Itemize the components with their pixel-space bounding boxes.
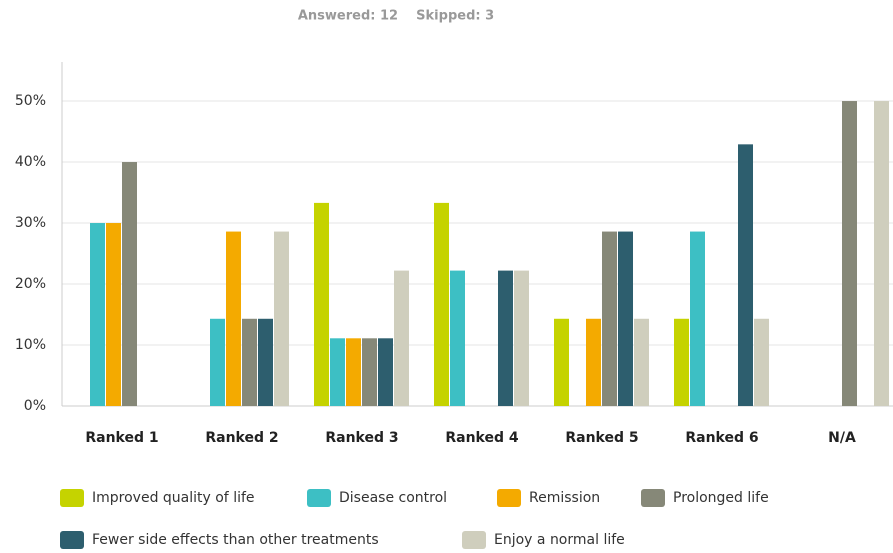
bar	[842, 101, 857, 406]
x-tick-label: Ranked 1	[85, 430, 158, 446]
bar	[90, 223, 105, 406]
bar	[330, 338, 345, 406]
bar	[586, 318, 601, 406]
bar	[874, 101, 889, 406]
bar	[554, 318, 569, 406]
bar	[362, 338, 377, 406]
bar	[690, 231, 705, 406]
bar	[346, 338, 361, 406]
y-tick-label: 30%	[15, 215, 46, 231]
bar	[258, 318, 273, 406]
bar	[314, 202, 329, 406]
y-tick-label: 40%	[15, 154, 46, 170]
y-tick-label: 10%	[15, 337, 46, 353]
bar	[394, 270, 409, 406]
legend-swatch	[60, 489, 84, 507]
bar	[498, 270, 513, 406]
bar	[226, 231, 241, 406]
bar	[674, 318, 689, 406]
y-tick-label: 50%	[15, 93, 46, 109]
bar	[242, 318, 257, 406]
bar	[754, 318, 769, 406]
legend-label: Disease control	[339, 490, 447, 506]
y-tick-label: 20%	[15, 276, 46, 292]
x-tick-label: N/A	[828, 430, 856, 446]
y-tick-label: 0%	[24, 398, 46, 414]
x-tick-label: Ranked 5	[565, 430, 638, 446]
legend-swatch	[641, 489, 665, 507]
bar	[602, 231, 617, 406]
bar	[618, 231, 633, 406]
legend-label: Enjoy a normal life	[494, 532, 625, 548]
x-tick-label: Ranked 4	[445, 430, 519, 446]
x-tick-label: Ranked 2	[205, 430, 278, 446]
bar	[274, 231, 289, 406]
bar	[210, 318, 225, 406]
legend-label: Prolonged life	[673, 490, 769, 506]
bar	[738, 144, 753, 406]
bar	[378, 338, 393, 406]
bar	[122, 162, 137, 406]
legend-swatch	[307, 489, 331, 507]
legend-swatch	[462, 531, 486, 549]
x-tick-label: Ranked 6	[685, 430, 758, 446]
bar	[434, 202, 449, 406]
legend-label: Improved quality of life	[92, 490, 255, 506]
legend-swatch	[497, 489, 521, 507]
bar	[450, 270, 465, 406]
legend-label: Remission	[529, 490, 600, 506]
legend-swatch	[60, 531, 84, 549]
chart-subtitle: Answered: 12 Skipped: 3	[298, 9, 494, 24]
bar	[106, 223, 121, 406]
legend-label: Fewer side effects than other treatments	[92, 532, 379, 548]
x-tick-label: Ranked 3	[325, 430, 398, 446]
bar	[634, 318, 649, 406]
bar	[514, 270, 529, 406]
